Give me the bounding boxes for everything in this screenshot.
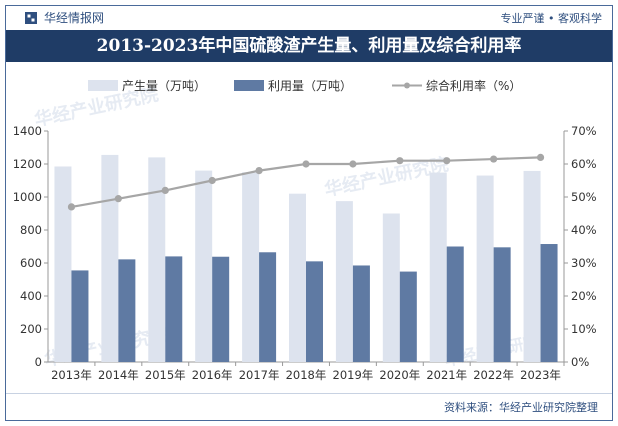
legend-marker-rate xyxy=(404,82,410,89)
x-tick-label: 2014年 xyxy=(98,368,139,382)
bar-produced xyxy=(429,172,447,362)
y-right-tick-label: 50% xyxy=(571,190,597,204)
bar-produced xyxy=(54,166,72,362)
x-tick-label: 2023年 xyxy=(520,368,561,382)
y-left-tick-label: 1200 xyxy=(13,157,42,171)
y-left-tick-label: 400 xyxy=(20,289,42,303)
bar-utilized xyxy=(71,270,89,362)
source-note: 资料来源：华经产业研究院整理 xyxy=(444,401,598,414)
x-tick-label: 2017年 xyxy=(239,368,280,382)
x-tick-label: 2018年 xyxy=(286,368,327,382)
x-tick-label: 2021年 xyxy=(426,368,467,382)
rate-point xyxy=(443,157,451,165)
bar-produced xyxy=(523,170,541,362)
bar-utilized xyxy=(446,246,464,362)
rate-point xyxy=(67,203,76,211)
y-right-tick-label: 70% xyxy=(571,124,597,138)
y-right-tick-label: 60% xyxy=(571,157,597,171)
legend-label-produced: 产生量（万吨） xyxy=(122,79,206,93)
rate-point xyxy=(255,167,263,175)
slogan: 专业严谨 • 客观科学 xyxy=(500,12,602,25)
chart-title: 2013-2023年中国硫酸渣产生量、利用量及综合利用率 xyxy=(6,30,612,62)
bar-produced xyxy=(195,170,213,362)
rate-line xyxy=(67,153,545,211)
rate-point xyxy=(161,186,169,194)
y-left-tick-label: 200 xyxy=(20,322,42,336)
rate-point xyxy=(396,157,404,165)
legend: 产生量（万吨） 利用量（万吨） 综合利用率（%） xyxy=(88,78,521,93)
legend-label-utilized: 利用量（万吨） xyxy=(268,79,352,93)
y-left-tick-label: 0 xyxy=(35,355,42,369)
bar-utilized xyxy=(118,259,136,362)
y-right-tick-label: 40% xyxy=(571,223,597,237)
y-right-tick-label: 30% xyxy=(571,256,597,270)
bar-utilized xyxy=(399,271,417,362)
y-left-tick-label: 600 xyxy=(20,256,42,270)
axis-labels: 0 200 400 600 800 1000 1200 1400 0% 10% 20% 30% 40% 5… xyxy=(13,124,597,382)
bar-produced xyxy=(148,157,166,362)
y-left-tick-label: 1000 xyxy=(13,190,42,204)
bar-utilized xyxy=(352,265,370,362)
brand: 华经情报网 xyxy=(24,9,104,26)
x-tick-label: 2019年 xyxy=(333,368,374,382)
bars xyxy=(54,154,558,362)
x-tick-label: 2016年 xyxy=(192,368,233,382)
brand-logo-icon xyxy=(25,11,37,24)
legend-swatch-produced xyxy=(88,80,118,91)
chart-frame: 华经情报网 专业严谨 • 客观科学 2013-2023年中国硫酸渣产生量、利用量… xyxy=(5,5,613,421)
rate-point xyxy=(114,195,122,203)
rate-point xyxy=(490,155,498,163)
y-left-tick-label: 1400 xyxy=(13,124,42,138)
bar-utilized xyxy=(165,256,183,362)
bar-produced xyxy=(101,154,119,362)
bar-produced xyxy=(476,175,494,362)
legend-swatch-utilized xyxy=(234,80,264,91)
rate-point xyxy=(208,176,216,185)
bar-utilized xyxy=(306,261,323,362)
bar-produced xyxy=(289,193,306,362)
bar-utilized xyxy=(212,256,230,362)
x-tick-label: 2015年 xyxy=(145,368,186,382)
rate-point xyxy=(536,153,545,161)
x-tick-label: 2022年 xyxy=(473,368,514,382)
bar-produced xyxy=(382,213,400,362)
y-right-tick-label: 0% xyxy=(571,355,589,369)
brand-name: 华经情报网 xyxy=(44,11,105,25)
footer-divider xyxy=(6,393,612,394)
top-bar: 华经情报网 专业严谨 • 客观科学 xyxy=(6,6,612,28)
y-right-tick-label: 20% xyxy=(571,289,597,303)
y-left-tick-label: 800 xyxy=(20,223,42,237)
legend-label-rate: 综合利用率（%） xyxy=(426,78,521,93)
bar-produced xyxy=(242,172,260,362)
chart-plot: 华经产业研究院 华经产业研究院 华经产业研究院 华经产业研究院 产生量（万吨）利… xyxy=(13,78,597,382)
rate-point xyxy=(302,160,310,168)
rate-point xyxy=(349,160,357,168)
bar-utilized xyxy=(493,247,511,362)
y-right-tick-label: 10% xyxy=(571,322,597,336)
bar-utilized xyxy=(540,244,558,362)
bar-produced xyxy=(335,201,353,362)
x-tick-label: 2020年 xyxy=(379,368,420,382)
x-tick-label: 2013年 xyxy=(51,368,92,382)
bar-utilized xyxy=(259,252,277,362)
